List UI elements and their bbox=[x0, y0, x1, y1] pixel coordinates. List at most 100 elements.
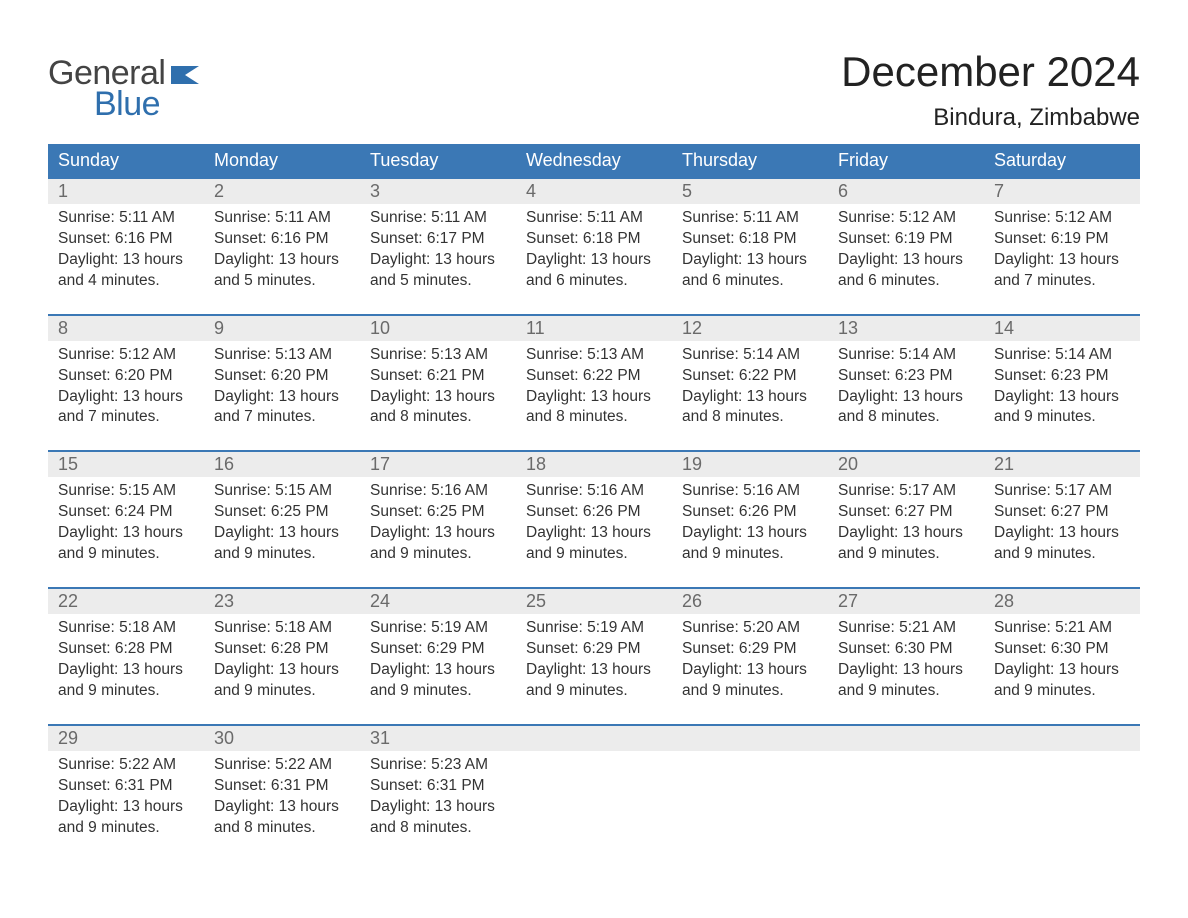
day-number: 11 bbox=[516, 316, 672, 341]
day-number: 15 bbox=[48, 452, 204, 477]
sunrise-line: Sunrise: 5:12 AM bbox=[994, 208, 1130, 229]
location-label: Bindura, Zimbabwe bbox=[841, 104, 1140, 132]
day-cell: 24Sunrise: 5:19 AMSunset: 6:29 PMDayligh… bbox=[360, 588, 516, 725]
brand-logo: General Blue bbox=[48, 48, 201, 124]
sunrise-line: Sunrise: 5:12 AM bbox=[838, 208, 974, 229]
day-cell: 31Sunrise: 5:23 AMSunset: 6:31 PMDayligh… bbox=[360, 725, 516, 861]
sunrise-line: Sunrise: 5:12 AM bbox=[58, 345, 194, 366]
day-number: 22 bbox=[48, 589, 204, 614]
day-number: 17 bbox=[360, 452, 516, 477]
sunrise-line: Sunrise: 5:15 AM bbox=[214, 481, 350, 502]
sunset-line: Sunset: 6:31 PM bbox=[58, 776, 194, 797]
sunset-line: Sunset: 6:28 PM bbox=[214, 639, 350, 660]
day-cell: 10Sunrise: 5:13 AMSunset: 6:21 PMDayligh… bbox=[360, 315, 516, 452]
week-row: 22Sunrise: 5:18 AMSunset: 6:28 PMDayligh… bbox=[48, 588, 1140, 725]
day-cell: 22Sunrise: 5:18 AMSunset: 6:28 PMDayligh… bbox=[48, 588, 204, 725]
sunset-line: Sunset: 6:17 PM bbox=[370, 229, 506, 250]
day-details: Sunrise: 5:11 AMSunset: 6:16 PMDaylight:… bbox=[48, 204, 204, 298]
calendar-header-row: SundayMondayTuesdayWednesdayThursdayFrid… bbox=[48, 144, 1140, 178]
sunset-line: Sunset: 6:27 PM bbox=[994, 502, 1130, 523]
day-details: Sunrise: 5:16 AMSunset: 6:26 PMDaylight:… bbox=[516, 477, 672, 571]
day-number: 2 bbox=[204, 179, 360, 204]
day-number: 23 bbox=[204, 589, 360, 614]
day-cell: 17Sunrise: 5:16 AMSunset: 6:25 PMDayligh… bbox=[360, 451, 516, 588]
daylight-line: Daylight: 13 hours and 9 minutes. bbox=[214, 523, 350, 565]
daylight-line: Daylight: 13 hours and 5 minutes. bbox=[214, 250, 350, 292]
day-header-thursday: Thursday bbox=[672, 144, 828, 178]
sunset-line: Sunset: 6:16 PM bbox=[214, 229, 350, 250]
sunset-line: Sunset: 6:18 PM bbox=[526, 229, 662, 250]
day-number: 25 bbox=[516, 589, 672, 614]
day-cell: 18Sunrise: 5:16 AMSunset: 6:26 PMDayligh… bbox=[516, 451, 672, 588]
day-header-wednesday: Wednesday bbox=[516, 144, 672, 178]
day-details: Sunrise: 5:18 AMSunset: 6:28 PMDaylight:… bbox=[204, 614, 360, 708]
day-number: 18 bbox=[516, 452, 672, 477]
sunset-line: Sunset: 6:31 PM bbox=[214, 776, 350, 797]
sunrise-line: Sunrise: 5:16 AM bbox=[682, 481, 818, 502]
day-cell: 8Sunrise: 5:12 AMSunset: 6:20 PMDaylight… bbox=[48, 315, 204, 452]
title-block: December 2024 Bindura, Zimbabwe bbox=[841, 48, 1140, 132]
sunset-line: Sunset: 6:31 PM bbox=[370, 776, 506, 797]
sunset-line: Sunset: 6:25 PM bbox=[370, 502, 506, 523]
daylight-line: Daylight: 13 hours and 9 minutes. bbox=[994, 660, 1130, 702]
day-details: Sunrise: 5:17 AMSunset: 6:27 PMDaylight:… bbox=[828, 477, 984, 571]
day-details: Sunrise: 5:11 AMSunset: 6:18 PMDaylight:… bbox=[672, 204, 828, 298]
daylight-line: Daylight: 13 hours and 9 minutes. bbox=[994, 387, 1130, 429]
day-details: Sunrise: 5:20 AMSunset: 6:29 PMDaylight:… bbox=[672, 614, 828, 708]
day-number: 21 bbox=[984, 452, 1140, 477]
day-number: 31 bbox=[360, 726, 516, 751]
day-cell: 15Sunrise: 5:15 AMSunset: 6:24 PMDayligh… bbox=[48, 451, 204, 588]
day-cell: 11Sunrise: 5:13 AMSunset: 6:22 PMDayligh… bbox=[516, 315, 672, 452]
sunrise-line: Sunrise: 5:18 AM bbox=[214, 618, 350, 639]
sunset-line: Sunset: 6:19 PM bbox=[994, 229, 1130, 250]
sunset-line: Sunset: 6:25 PM bbox=[214, 502, 350, 523]
sunset-line: Sunset: 6:22 PM bbox=[526, 366, 662, 387]
sunset-line: Sunset: 6:26 PM bbox=[526, 502, 662, 523]
day-number: 10 bbox=[360, 316, 516, 341]
day-cell: 28Sunrise: 5:21 AMSunset: 6:30 PMDayligh… bbox=[984, 588, 1140, 725]
sunset-line: Sunset: 6:29 PM bbox=[370, 639, 506, 660]
sunset-line: Sunset: 6:30 PM bbox=[994, 639, 1130, 660]
sunrise-line: Sunrise: 5:17 AM bbox=[994, 481, 1130, 502]
day-cell: 21Sunrise: 5:17 AMSunset: 6:27 PMDayligh… bbox=[984, 451, 1140, 588]
day-number: 12 bbox=[672, 316, 828, 341]
sunrise-line: Sunrise: 5:16 AM bbox=[526, 481, 662, 502]
sunrise-line: Sunrise: 5:14 AM bbox=[682, 345, 818, 366]
daylight-line: Daylight: 13 hours and 9 minutes. bbox=[526, 523, 662, 565]
day-cell: 7Sunrise: 5:12 AMSunset: 6:19 PMDaylight… bbox=[984, 178, 1140, 315]
day-cell: . bbox=[984, 725, 1140, 861]
sunrise-line: Sunrise: 5:11 AM bbox=[370, 208, 506, 229]
day-cell: 23Sunrise: 5:18 AMSunset: 6:28 PMDayligh… bbox=[204, 588, 360, 725]
day-details: Sunrise: 5:19 AMSunset: 6:29 PMDaylight:… bbox=[360, 614, 516, 708]
sunset-line: Sunset: 6:20 PM bbox=[214, 366, 350, 387]
sunrise-line: Sunrise: 5:22 AM bbox=[58, 755, 194, 776]
day-number: 28 bbox=[984, 589, 1140, 614]
day-header-tuesday: Tuesday bbox=[360, 144, 516, 178]
day-details: Sunrise: 5:17 AMSunset: 6:27 PMDaylight:… bbox=[984, 477, 1140, 571]
sunrise-line: Sunrise: 5:21 AM bbox=[838, 618, 974, 639]
sunset-line: Sunset: 6:19 PM bbox=[838, 229, 974, 250]
sunrise-line: Sunrise: 5:13 AM bbox=[214, 345, 350, 366]
daylight-line: Daylight: 13 hours and 6 minutes. bbox=[682, 250, 818, 292]
day-number: 29 bbox=[48, 726, 204, 751]
day-cell: 27Sunrise: 5:21 AMSunset: 6:30 PMDayligh… bbox=[828, 588, 984, 725]
day-number: 27 bbox=[828, 589, 984, 614]
week-row: 29Sunrise: 5:22 AMSunset: 6:31 PMDayligh… bbox=[48, 725, 1140, 861]
daylight-line: Daylight: 13 hours and 7 minutes. bbox=[994, 250, 1130, 292]
day-number: 3 bbox=[360, 179, 516, 204]
day-details: Sunrise: 5:12 AMSunset: 6:20 PMDaylight:… bbox=[48, 341, 204, 435]
day-number: 8 bbox=[48, 316, 204, 341]
day-details: Sunrise: 5:13 AMSunset: 6:20 PMDaylight:… bbox=[204, 341, 360, 435]
day-number: 14 bbox=[984, 316, 1140, 341]
daylight-line: Daylight: 13 hours and 8 minutes. bbox=[214, 797, 350, 839]
day-header-sunday: Sunday bbox=[48, 144, 204, 178]
day-number: 19 bbox=[672, 452, 828, 477]
day-number: 20 bbox=[828, 452, 984, 477]
sunrise-line: Sunrise: 5:13 AM bbox=[370, 345, 506, 366]
day-details: Sunrise: 5:16 AMSunset: 6:25 PMDaylight:… bbox=[360, 477, 516, 571]
sunrise-line: Sunrise: 5:22 AM bbox=[214, 755, 350, 776]
day-cell: 5Sunrise: 5:11 AMSunset: 6:18 PMDaylight… bbox=[672, 178, 828, 315]
day-cell: 12Sunrise: 5:14 AMSunset: 6:22 PMDayligh… bbox=[672, 315, 828, 452]
day-number: 16 bbox=[204, 452, 360, 477]
sunset-line: Sunset: 6:20 PM bbox=[58, 366, 194, 387]
